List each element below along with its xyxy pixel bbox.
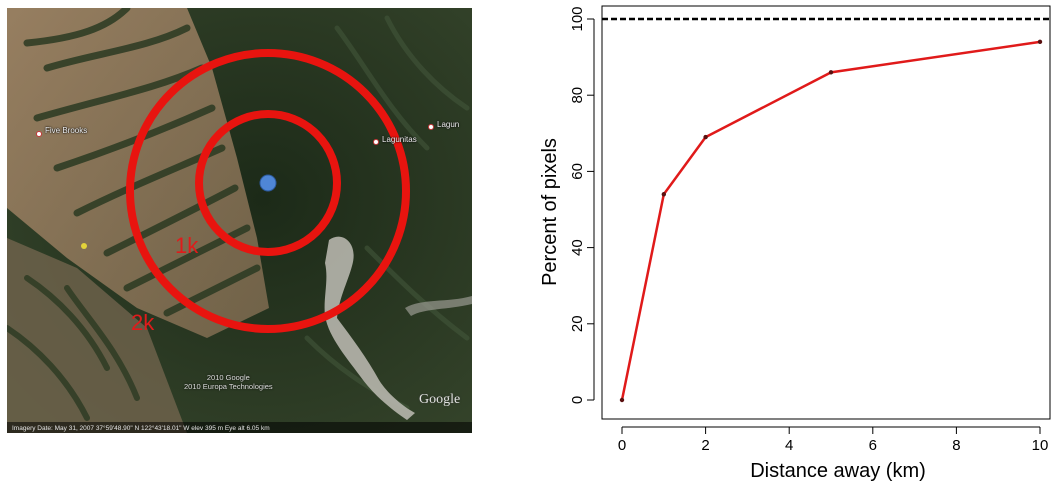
- ring-1k: [195, 110, 341, 256]
- x-tick-label: 0: [618, 437, 626, 454]
- line-chart: 0 2 4 6 8 10 0 20 40 60 80 100 Distance away (km) P…: [520, 0, 1053, 483]
- y-axis-label: Percent of pixels: [539, 138, 561, 286]
- satellite-map: Five Brooks Lagunitas Lagun 1k 2k 2010 G…: [7, 8, 472, 433]
- y-tick-label: 20: [569, 315, 586, 332]
- place-label-lagun: Lagun: [437, 120, 460, 129]
- yellow-marker: [81, 243, 87, 249]
- copyright-line: 2010 Europa Technologies: [184, 382, 273, 391]
- data-point: [1037, 39, 1043, 45]
- google-logo: Google: [419, 392, 461, 407]
- data-point: [619, 397, 625, 403]
- series-line: [620, 40, 1041, 401]
- data-point: [661, 192, 666, 197]
- y-tick-label: 40: [569, 239, 586, 256]
- map-copyright: 2010 Google 2010 Europa Technologies: [184, 373, 273, 391]
- copyright-line: 2010 Google: [206, 373, 250, 382]
- place-marker-icon: [428, 124, 434, 130]
- imagery-info-bar: [7, 422, 472, 433]
- y-tick-label: 100: [569, 6, 586, 31]
- place-label-lagunitas: Lagunitas: [382, 135, 417, 144]
- place-marker-icon: [36, 131, 42, 137]
- data-point: [703, 134, 708, 140]
- x-tick-label: 8: [952, 437, 960, 454]
- x-axis-label: Distance away (km): [750, 460, 926, 482]
- x-tick-label: 4: [785, 437, 793, 454]
- y-tick-label: 0: [569, 396, 586, 404]
- place-label-five-brooks: Five Brooks: [45, 126, 88, 135]
- data-point: [828, 70, 834, 75]
- plot-frame: [601, 5, 1051, 420]
- y-tick-label: 60: [569, 163, 586, 180]
- x-tick-label: 2: [701, 437, 709, 454]
- x-tick-label: 6: [869, 437, 877, 454]
- center-point-marker: [259, 174, 277, 192]
- imagery-info-text: Imagery Date: May 31, 2007 37°59'48.90" …: [12, 425, 270, 432]
- map-terrain: [7, 8, 472, 433]
- place-marker-icon: [373, 139, 379, 145]
- ring-2k: [126, 49, 410, 333]
- ring-label-2k: 2k: [131, 310, 155, 335]
- y-tick-label: 80: [569, 87, 586, 104]
- ring-label-1k: 1k: [175, 233, 199, 258]
- x-tick-label: 10: [1032, 437, 1049, 454]
